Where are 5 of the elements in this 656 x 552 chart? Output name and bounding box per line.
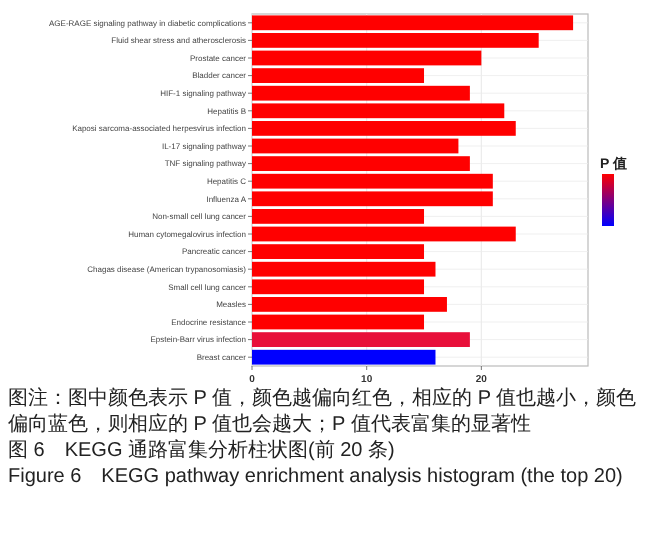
bar [252, 332, 470, 347]
bar [252, 349, 436, 365]
caption: Figure 6 KEGG pathway enrichment analysis histogram (the top 20) [8, 464, 625, 490]
text: 图注：图中颜色表示 P 值，颜色越偏向红色，相应的 P 值也越小，颜色偏向蓝色，则相应的 P 值也会越大；P 值代表富集的显著性 [8, 386, 639, 438]
caption: 图 6 KEGG 通路富集分析柱状图(前 20 条) [8, 438, 397, 464]
